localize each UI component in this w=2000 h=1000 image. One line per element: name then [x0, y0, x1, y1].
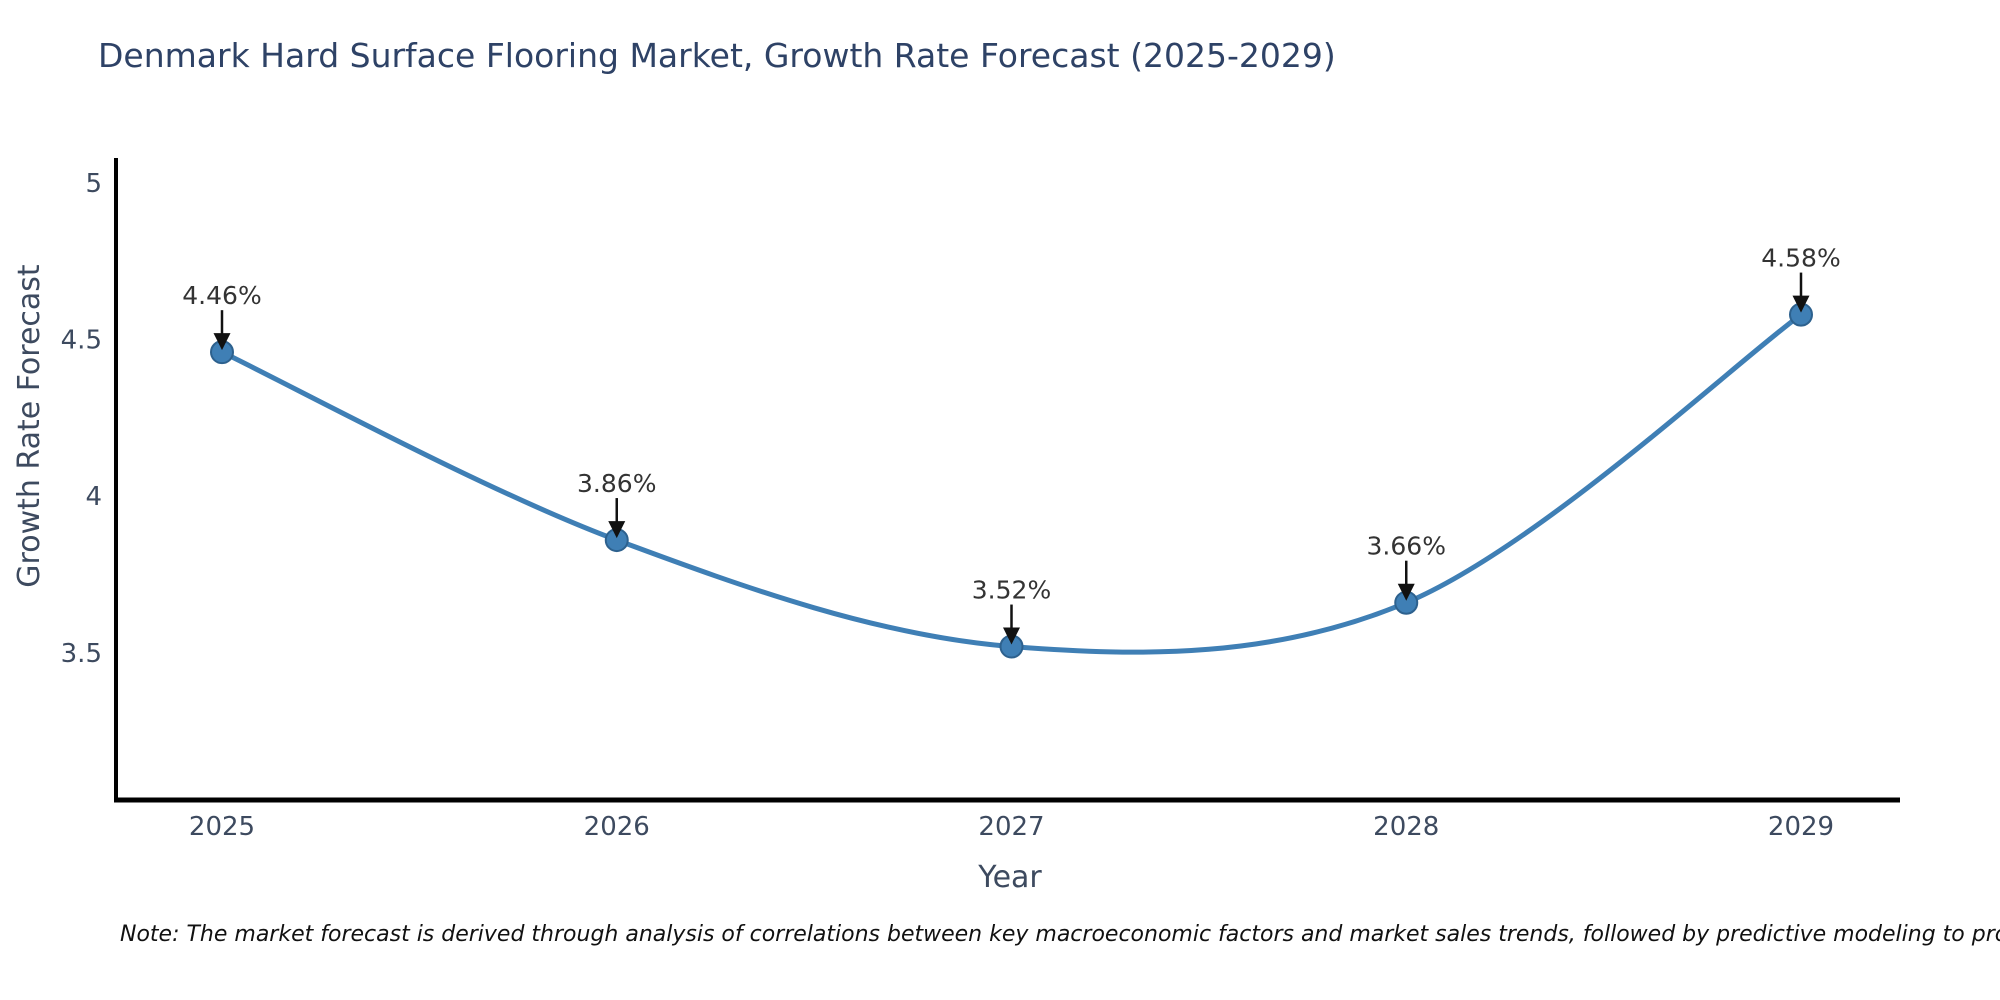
x-tick-label: 2027: [978, 812, 1044, 842]
x-axis-title: Year: [978, 860, 1042, 895]
x-tick-label: 2025: [189, 812, 255, 842]
footnote: Note: The market forecast is derived thr…: [120, 922, 2000, 947]
data-point-label: 3.52%: [972, 576, 1051, 605]
x-tick-label: 2028: [1373, 812, 1439, 842]
annotation-arrowhead-icon: [213, 333, 231, 351]
y-axis-title: Growth Rate Forecast: [12, 264, 47, 588]
y-tick-label: 4.5: [61, 326, 102, 356]
x-tick-label: 2026: [584, 812, 650, 842]
x-tick-label: 2029: [1768, 812, 1834, 842]
annotation-arrowhead-icon: [1397, 583, 1415, 601]
y-tick-label: 5: [85, 169, 102, 199]
data-point-label: 4.46%: [182, 281, 261, 310]
chart-title: Denmark Hard Surface Flooring Market, Gr…: [98, 36, 1336, 75]
data-point-label: 4.58%: [1761, 244, 1840, 273]
y-tick-label: 3.5: [61, 639, 102, 669]
y-tick-label: 4: [85, 482, 102, 512]
annotation-arrowhead-icon: [608, 521, 626, 539]
annotation-arrowhead-icon: [1003, 627, 1020, 645]
data-point-label: 3.66%: [1367, 532, 1446, 561]
annotation-arrowhead-icon: [1792, 295, 1810, 313]
data-point-label: 3.86%: [577, 469, 656, 498]
